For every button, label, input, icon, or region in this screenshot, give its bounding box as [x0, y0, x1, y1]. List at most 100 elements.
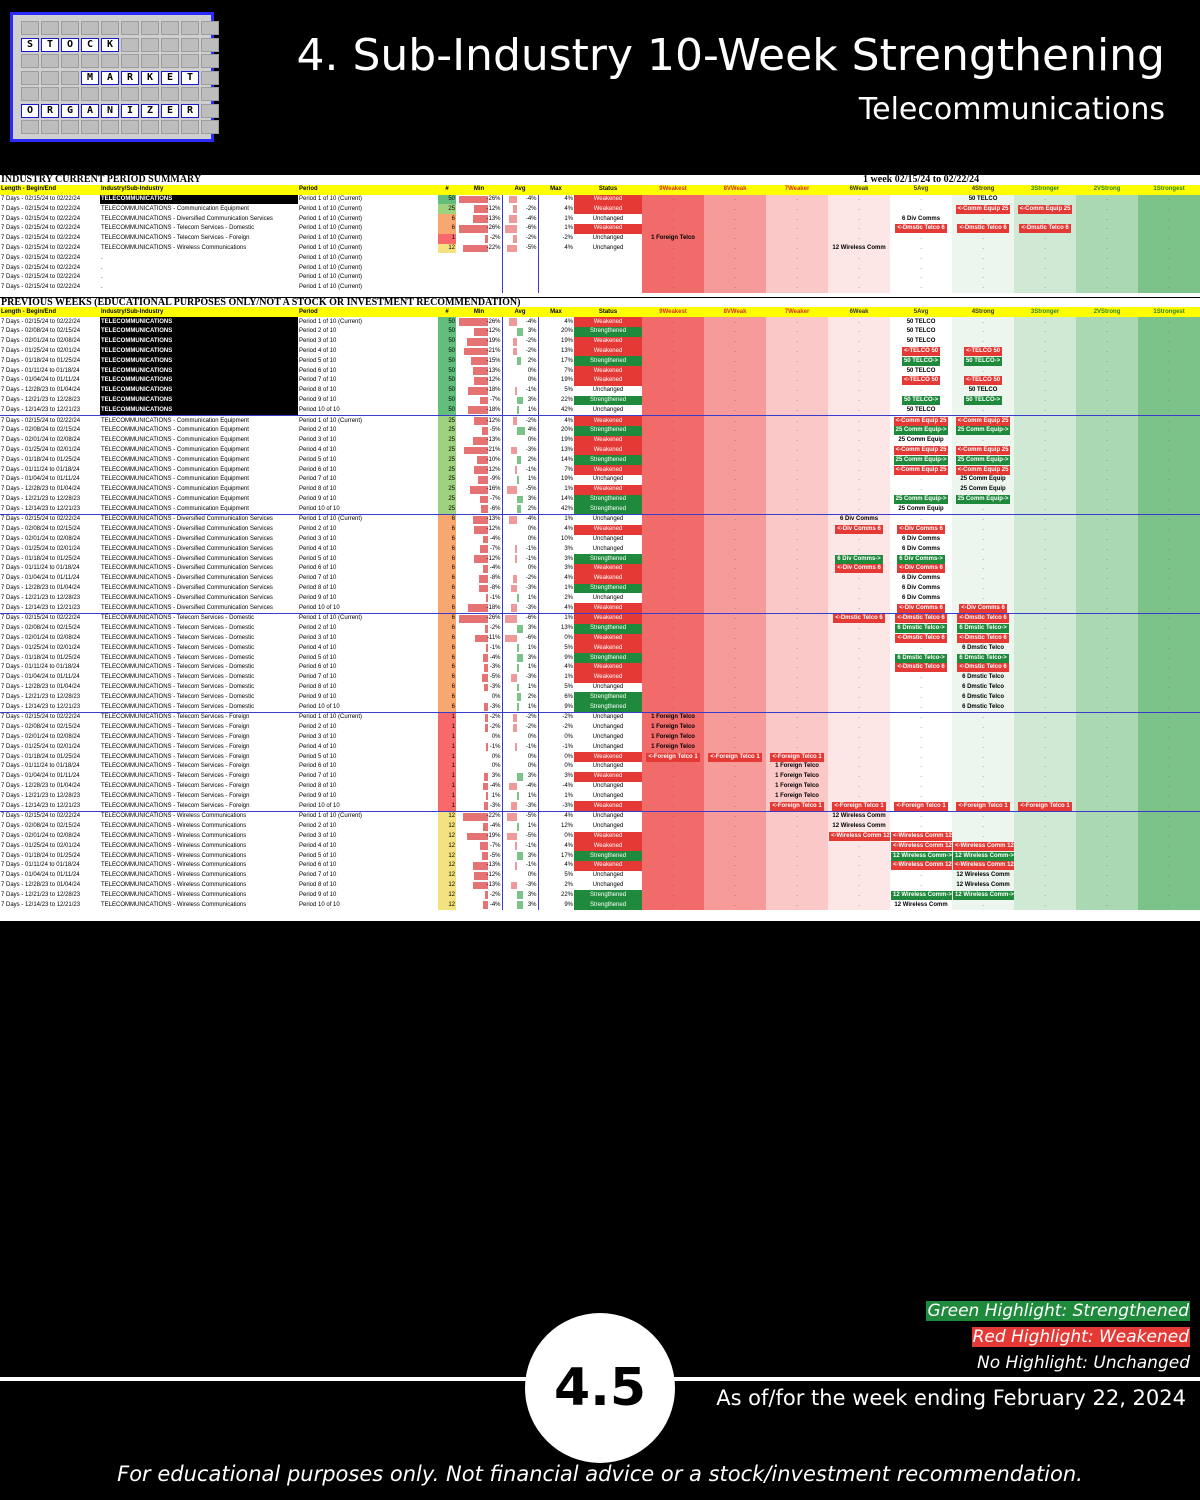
strength-cell: 12 Wireless Comm — [828, 243, 891, 254]
min-value: -5% — [489, 852, 501, 859]
strength-cell: . — [1014, 791, 1077, 802]
max-cell: 14% — [537, 494, 574, 505]
max-cell: -1% — [537, 742, 574, 753]
min-value: 0% — [491, 693, 501, 700]
strength-cell: . — [1138, 194, 1200, 205]
strength-cell: . — [1076, 851, 1139, 861]
length-cell: 7 Days - 02/15/24 to 02/22/24 — [1, 225, 81, 232]
avg-cell: -4% — [501, 317, 538, 327]
avg-value: 3% — [527, 495, 537, 502]
strength-cell: <-Foreign Telco 1 — [952, 801, 1015, 812]
strength-cell: . — [1076, 603, 1139, 614]
strength-cell: . — [1138, 405, 1200, 416]
period-cell: Period 9 of 10 — [299, 891, 337, 898]
strength-cell: . — [1138, 272, 1200, 283]
strength-cell: 1 Foreign Telco — [642, 722, 705, 733]
strength-cell: . — [1014, 732, 1077, 743]
strength-cell: . — [704, 326, 767, 337]
length-cell: 7 Days - 01/25/24 to 02/01/24 — [1, 446, 81, 453]
table-row: 7 Days - 02/08/24 to 02/15/24 TELECOMMUNI… — [0, 821, 1200, 832]
table-row: 7 Days - 01/25/24 to 02/01/24 TELECOMMUNI… — [0, 643, 1200, 654]
period-cell: Period 4 of 10 — [299, 644, 337, 651]
strength-label: 12 Wireless Comm-> — [953, 890, 1015, 900]
avg-value: 0% — [527, 536, 537, 543]
strength-cell: . — [766, 336, 829, 347]
strength-cell: . — [704, 771, 767, 782]
strength-cell: . — [704, 214, 767, 224]
strength-cell: . — [642, 890, 705, 901]
strength-cell: . — [1014, 554, 1077, 565]
column-header: 8VWeak — [704, 307, 767, 318]
strength-cell: 25 Comm Equip-> — [890, 455, 953, 466]
strength-cell: . — [1014, 663, 1077, 673]
industry-cell: TELECOMMUNICATIONS - Wireless Communicat… — [101, 901, 247, 908]
strength-cell: . — [1014, 573, 1077, 584]
avg-cell: -4% — [501, 781, 538, 792]
avg-value: 3% — [527, 773, 537, 780]
strength-cell: . — [828, 415, 891, 426]
strength-cell: . — [1076, 643, 1139, 654]
strength-cell: . — [1138, 702, 1200, 713]
industry-cell: TELECOMMUNICATIONS - Communication Equip… — [101, 437, 249, 444]
strength-label: <-Comm Equip 25 — [893, 445, 949, 455]
count-cell: 12 — [438, 880, 456, 891]
period-cell: Period 2 of 10 — [299, 724, 337, 731]
strength-cell: 1 Foreign Telco — [766, 762, 829, 772]
strength-cell: . — [642, 356, 705, 367]
logo-cell: Z — [141, 103, 159, 118]
period-cell: Period 10 of 10 — [299, 802, 340, 809]
strength-cell: 6 Dmstic Telco-> — [952, 623, 1015, 634]
avg-cell: -1% — [501, 841, 538, 852]
strength-cell: . — [1076, 405, 1139, 416]
strength-label: 12 Wireless Comm — [956, 872, 1010, 879]
table-row: 7 Days - 02/15/24 to 02/22/24 TELECOMMUNI… — [0, 810, 1200, 822]
avg-value: 0% — [527, 763, 537, 770]
logo-cell: K — [141, 70, 159, 85]
status-badge: Weakened — [574, 633, 643, 644]
logo-cell — [101, 87, 119, 101]
strength-cell: . — [828, 425, 891, 436]
period-cell: Period 4 of 10 — [299, 743, 337, 750]
strength-cell: . — [1014, 415, 1077, 426]
avg-cell: 1% — [501, 474, 538, 485]
strength-cell: . — [704, 504, 767, 515]
period-cell: Period 7 of 10 — [299, 575, 337, 582]
strength-cell: . — [1076, 702, 1139, 713]
strength-cell: . — [642, 613, 705, 624]
strength-cell: . — [1076, 243, 1139, 254]
count-cell: 6 — [438, 663, 456, 673]
strength-cell: . — [642, 781, 705, 792]
strength-label: <-TELCO 50 — [963, 346, 1003, 356]
max-cell: 19% — [537, 474, 574, 485]
strength-cell: . — [1138, 653, 1200, 664]
min-cell: 1% — [456, 791, 502, 801]
strength-cell: . — [828, 900, 891, 910]
period-cell: Period 10 of 10 — [299, 505, 340, 512]
strength-cell: . — [890, 643, 953, 654]
avg-cell: -4% — [501, 514, 538, 525]
period-cell: Period 6 of 10 — [299, 466, 337, 473]
industry-cell: TELECOMMUNICATIONS - Wireless Communicat… — [101, 862, 247, 869]
min-cell: -6% — [456, 504, 502, 514]
strength-cell: . — [704, 425, 767, 436]
min-cell — [456, 263, 502, 273]
strength-cell: . — [1014, 194, 1077, 205]
min-cell: -5% — [456, 426, 502, 436]
strength-cell: <-Wireless Comm 12 — [890, 860, 953, 871]
period-cell: Period 3 of 10 — [299, 635, 337, 642]
max-cell: -2% — [537, 712, 574, 723]
avg-cell: -2% — [501, 346, 538, 357]
strength-cell: . — [766, 243, 829, 254]
status-badge — [574, 253, 642, 263]
strength-cell: . — [766, 633, 829, 644]
avg-value: -1% — [525, 743, 537, 750]
strength-cell: . — [1076, 336, 1139, 347]
industry-cell: TELECOMMUNICATIONS - Communication Equip… — [101, 446, 249, 453]
strength-label: 1 Foreign Telco — [651, 743, 695, 750]
strength-cell: . — [828, 326, 891, 337]
strength-cell: . — [704, 465, 767, 475]
page-number-badge: 4.5 — [525, 1313, 675, 1463]
strength-cell: . — [1076, 375, 1139, 386]
strength-cell: . — [704, 346, 767, 357]
strength-cell: . — [1014, 712, 1077, 723]
